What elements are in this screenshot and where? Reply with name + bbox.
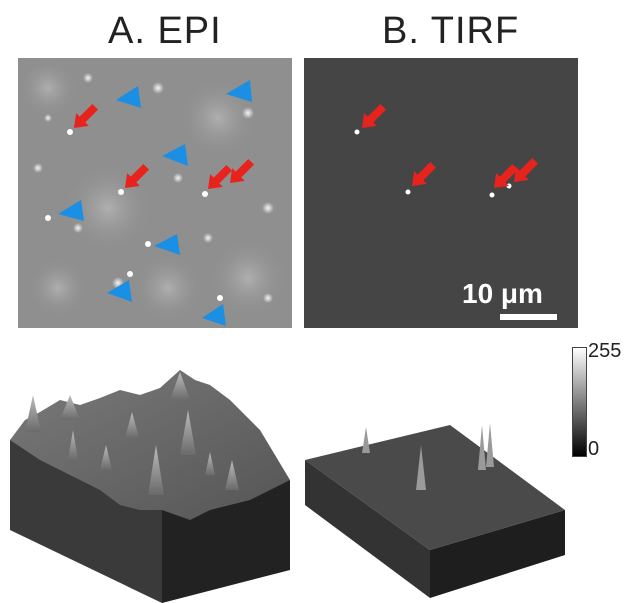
blue-triangle-marker [202,304,226,326]
tirf-surface-plot [305,423,565,598]
epi-image [18,58,292,328]
blue-triangle-marker [162,144,188,166]
red-arrow-marker [412,161,437,186]
red-arrow-marker [494,163,519,188]
blue-triangle-marker [116,86,141,108]
red-arrow-marker [208,164,233,189]
colorbar [572,347,587,457]
blue-triangle-marker [58,200,84,221]
red-arrow-marker [362,103,387,128]
blue-triangle-marker [107,280,132,302]
red-arrow-marker [230,158,255,183]
tirf-image [304,58,578,328]
scale-bar [500,314,557,320]
panel-b-title: B. TIRF [382,10,520,52]
panel-a-title: A. EPI [108,10,222,52]
red-arrow-marker [74,103,99,128]
blue-triangle-marker [226,80,252,102]
red-arrow-marker [514,157,539,182]
red-arrow-marker [125,163,150,188]
epi-surface-plot [10,370,290,603]
colorbar-max-label: 255 [588,340,622,362]
blue-triangle-marker [154,234,180,255]
colorbar-min-label: 0 [588,438,600,460]
scale-bar-label: 10 μm [462,278,543,309]
